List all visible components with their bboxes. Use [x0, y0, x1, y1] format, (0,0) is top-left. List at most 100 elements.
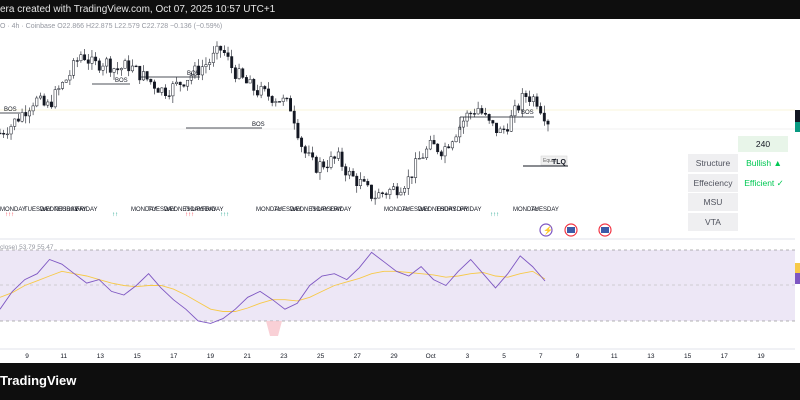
candle-body: [388, 189, 392, 195]
day-label: TUESDAY: [24, 207, 52, 213]
time-tick-label: 9: [576, 353, 580, 360]
candle-body: [252, 79, 256, 91]
efficiency-label-cell: [688, 174, 738, 192]
candle-body: [215, 45, 219, 54]
indicator-panel: 240 Structure Bullish ▲ Effeciency Effic…: [688, 136, 788, 231]
event-icons[interactable]: ⚡: [539, 223, 612, 237]
day-label: MONDAY: [513, 207, 539, 213]
candle-body: [189, 75, 193, 81]
efficiency-label: Effeciency: [693, 178, 733, 188]
candle-body: [149, 78, 153, 83]
msu-label-cell: [688, 193, 738, 211]
candle-body: [53, 89, 57, 108]
candle-body: [461, 120, 465, 128]
candle-body: [178, 81, 182, 86]
candle-body: [175, 81, 178, 84]
time-tick-label: 11: [60, 353, 67, 360]
day-label: THURSDAY: [436, 207, 469, 213]
candle-body: [410, 176, 414, 178]
day-label: FRIDAY: [330, 207, 352, 213]
time-tick-label: 11: [611, 353, 618, 360]
candle-body: [329, 156, 333, 168]
candlestick-series: [0, 41, 550, 205]
candle-body: [278, 101, 281, 103]
candle-body: [322, 161, 326, 168]
candle-body: [428, 140, 432, 150]
candle-body: [531, 96, 535, 102]
candle-body: [108, 58, 112, 73]
rsi-indicator-title: close) 53.79 55.47: [0, 244, 54, 251]
candle-body: [325, 166, 329, 169]
time-axis[interactable]: 9 11 13 15 17 19 21 23 25 27 29 Oct 3 5 7 9 11 13 15 17 19: [25, 353, 765, 360]
candle-body: [395, 186, 399, 196]
candle-body: [506, 129, 509, 132]
candle-body: [255, 90, 259, 96]
lightning-event-icon[interactable]: [539, 223, 553, 237]
candle-body: [546, 120, 550, 125]
candle-body: [0, 132, 2, 135]
candle-body: [241, 68, 245, 78]
right-price-axis[interactable]: [795, 19, 800, 363]
candle-body: [90, 56, 94, 64]
rsi-value-marker: [795, 273, 800, 284]
candle-body: [421, 157, 425, 159]
candle-body: [447, 146, 451, 149]
candle-body: [340, 151, 344, 167]
day-label: THURSDAY: [54, 207, 87, 213]
flag-icon: [601, 227, 609, 233]
candle-body: [355, 175, 359, 186]
candle-body: [377, 192, 381, 199]
day-label: MONDAY: [131, 207, 157, 213]
candle-body: [72, 60, 76, 76]
candle-body: [226, 52, 230, 57]
time-tick-label: 13: [647, 353, 655, 360]
candle-body: [472, 113, 476, 115]
symbol-ohlc-info: O · 4h · Coinbase O22.866 H22.875 L22.57…: [0, 23, 222, 30]
day-label: MONDAY: [0, 207, 26, 213]
candle-body: [138, 65, 142, 81]
candle-body: [333, 156, 337, 159]
candle-body: [289, 98, 293, 112]
bos-annotations: BOS BOS BOS BOS BOS Equal TLQ: [0, 71, 568, 167]
bos-label: BOS: [187, 71, 200, 77]
time-tick-label: 3: [466, 353, 470, 360]
time-tick-label: 27: [354, 353, 362, 360]
candle-body: [517, 105, 521, 111]
time-tick-label: 5: [502, 353, 506, 360]
candle-body: [86, 59, 90, 64]
time-tick-label: 25: [317, 353, 325, 360]
day-label: MONDAY: [384, 207, 410, 213]
day-label: TUESDAY: [274, 207, 302, 213]
last-price-marker: [795, 110, 800, 122]
lightning-icon: ⚡: [543, 225, 553, 235]
candle-body: [347, 170, 351, 176]
candle-body: [182, 84, 186, 87]
candle-body: [366, 181, 370, 186]
candle-body: [16, 118, 20, 122]
day-label: THURSDAY: [184, 207, 217, 213]
candle-body: [219, 45, 223, 51]
candle-body: [75, 60, 79, 62]
candle-body: [83, 54, 87, 61]
session-marker: ↑↑↑: [220, 212, 229, 218]
candle-body: [186, 79, 190, 87]
candle-body: [425, 148, 429, 159]
price-chart[interactable]: O · 4h · Coinbase O22.866 H22.875 L22.57…: [0, 19, 800, 363]
candle-body: [495, 122, 498, 134]
structure-label-cell: [688, 154, 738, 172]
candle-body: [112, 68, 116, 73]
candle-body: [362, 179, 366, 182]
candle-body: [535, 96, 539, 107]
candle-body: [116, 68, 120, 71]
candle-body: [130, 65, 134, 72]
day-label: WEDNESDAY: [164, 207, 202, 213]
candle-body: [31, 105, 35, 112]
rsi-series: [0, 251, 546, 336]
time-tick-label: 23: [280, 353, 288, 360]
candle-body: [370, 184, 373, 199]
candle-body: [373, 197, 377, 200]
candle-body: [403, 188, 407, 193]
vta-label-cell: [688, 213, 738, 231]
day-label: WEDNESDAY: [418, 207, 456, 213]
time-tick-label: 13: [97, 353, 105, 360]
